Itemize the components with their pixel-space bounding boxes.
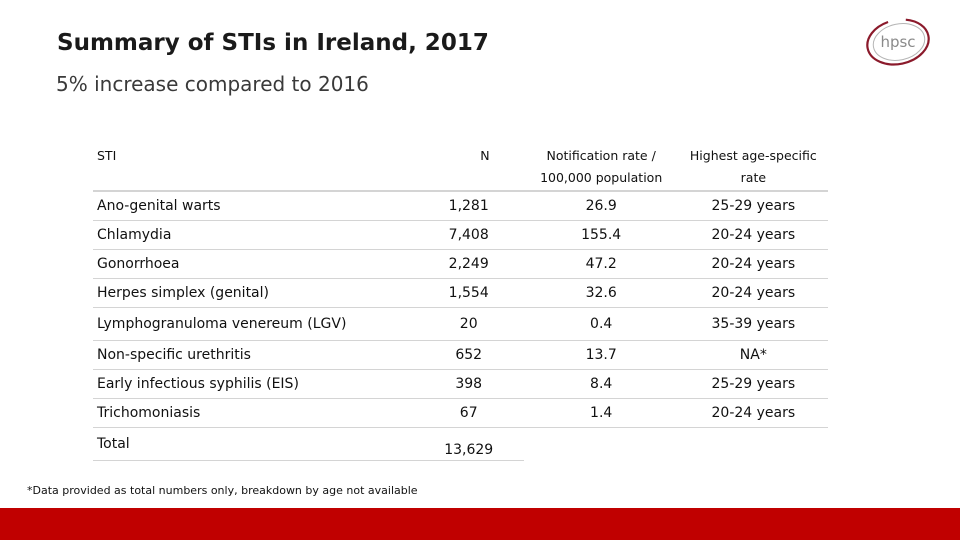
slide-title: Summary of STIs in Ireland, 2017 (57, 30, 489, 56)
cell-age: 35-39 years (678, 307, 828, 341)
cell-n: 20 (413, 307, 524, 341)
cell-age: NA* (678, 340, 828, 370)
table-header-row: STI N Notification rate / 100,000 popula… (93, 143, 828, 192)
cell-sti: Lymphogranuloma venereum (LGV) (93, 307, 414, 341)
cell-sti: Trichomoniasis (93, 398, 414, 428)
cell-rate: 155.4 (523, 220, 679, 250)
table-row: Chlamydia 7,408 155.4 20-24 years (93, 220, 828, 250)
cell-rate: 32.6 (523, 278, 679, 308)
table-row: Non-specific urethritis 652 13.7 NA* (93, 340, 828, 370)
cell-rate: 13.7 (523, 340, 679, 370)
cell-age: 20-24 years (678, 220, 828, 250)
cell-n: 7,408 (413, 220, 524, 250)
cell-sti: Gonorrhoea (93, 249, 414, 279)
table-row: Herpes simplex (genital) 1,554 32.6 20-2… (93, 278, 828, 308)
header-n: N (413, 143, 524, 192)
cell-rate: 0.4 (523, 307, 679, 341)
cell-age: 20-24 years (678, 398, 828, 428)
table-row: Gonorrhoea 2,249 47.2 20-24 years (93, 249, 828, 279)
cell-n: 1,554 (413, 278, 524, 308)
cell-age: 25-29 years (678, 191, 828, 221)
hpsc-logo-icon: hpsc (866, 18, 930, 66)
header-age-line2: rate (740, 170, 767, 185)
cell-sti: Early infectious syphilis (EIS) (93, 369, 414, 399)
cell-rate: 47.2 (523, 249, 679, 279)
cell-sti: Non-specific urethritis (93, 340, 414, 370)
cell-n: 652 (413, 340, 524, 370)
cell-age: 20-24 years (678, 249, 828, 279)
table-total-row: Total 13,629 (93, 427, 828, 461)
hpsc-logo: hpsc (862, 14, 934, 70)
slide-subtitle: 5% increase compared to 2016 (56, 72, 369, 96)
table-row: Lymphogranuloma venereum (LGV) 20 0.4 35… (93, 307, 828, 341)
cell-rate: 8.4 (523, 369, 679, 399)
cell-age: 20-24 years (678, 278, 828, 308)
bottom-accent-bar (0, 508, 960, 540)
cell-n: 398 (413, 369, 524, 399)
header-rate-line2: 100,000 population (540, 170, 663, 185)
cell-sti: Herpes simplex (genital) (93, 278, 414, 308)
total-rate-empty (524, 428, 679, 461)
footnote: *Data provided as total numbers only, br… (27, 484, 418, 497)
cell-rate: 26.9 (523, 191, 679, 221)
logo-text: hpsc (880, 33, 915, 51)
header-age-line1: Highest age-specific (689, 148, 817, 163)
header-highest-age-rate: Highest age-specific rate (678, 143, 828, 192)
cell-sti: Chlamydia (93, 220, 414, 250)
header-sti: STI (93, 143, 414, 192)
header-notification-rate: Notification rate / 100,000 population (523, 143, 679, 192)
cell-n: 67 (413, 398, 524, 428)
cell-rate: 1.4 (523, 398, 679, 428)
table-row: Ano-genital warts 1,281 26.9 25-29 years (93, 191, 828, 221)
total-age-empty (679, 428, 828, 461)
table-row: Trichomoniasis 67 1.4 20-24 years (93, 398, 828, 428)
cell-n: 2,249 (413, 249, 524, 279)
header-rate-line1: Notification rate / (546, 148, 656, 163)
cell-sti: Ano-genital warts (93, 191, 414, 221)
sti-summary-table: STI N Notification rate / 100,000 popula… (93, 143, 828, 461)
cell-n: 1,281 (413, 191, 524, 221)
total-label: Total (93, 427, 414, 461)
total-n: 13,629 (413, 427, 524, 461)
cell-age: 25-29 years (678, 369, 828, 399)
table-row: Early infectious syphilis (EIS) 398 8.4 … (93, 369, 828, 399)
